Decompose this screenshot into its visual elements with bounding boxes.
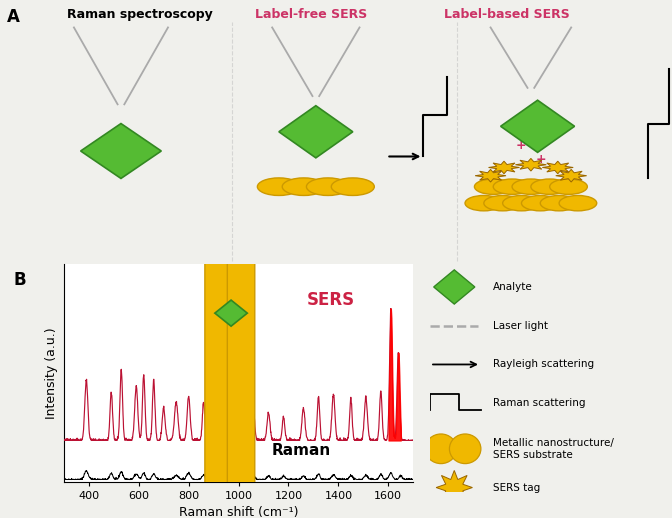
Text: +: + (224, 328, 238, 346)
Polygon shape (556, 169, 587, 182)
Text: Raman: Raman (271, 442, 331, 457)
Circle shape (550, 179, 587, 194)
Circle shape (474, 179, 512, 194)
Polygon shape (215, 300, 247, 326)
Text: Analyte: Analyte (493, 282, 533, 292)
Text: B: B (14, 271, 26, 289)
Circle shape (205, 0, 233, 518)
Circle shape (540, 195, 578, 211)
Polygon shape (501, 100, 575, 152)
Text: +: + (536, 153, 546, 166)
X-axis label: Raman shift (cm⁻¹): Raman shift (cm⁻¹) (179, 506, 298, 518)
Circle shape (450, 434, 481, 464)
Circle shape (559, 195, 597, 211)
Polygon shape (475, 169, 506, 182)
Polygon shape (542, 161, 573, 174)
Circle shape (282, 178, 325, 195)
Circle shape (493, 179, 531, 194)
Text: SERS tag: SERS tag (493, 483, 540, 493)
Polygon shape (489, 161, 519, 174)
Y-axis label: Intensity (a.u.): Intensity (a.u.) (45, 327, 58, 419)
Polygon shape (433, 270, 475, 304)
Circle shape (257, 178, 300, 195)
Text: Raman scattering: Raman scattering (493, 398, 585, 408)
Circle shape (306, 178, 349, 195)
Circle shape (521, 195, 559, 211)
Circle shape (531, 179, 569, 194)
Polygon shape (81, 124, 161, 178)
Circle shape (331, 178, 374, 195)
Text: Label-free SERS: Label-free SERS (255, 8, 368, 21)
Text: Raman spectroscopy: Raman spectroscopy (67, 8, 213, 21)
Text: Metallic nanostructure/
SERS substrate: Metallic nanostructure/ SERS substrate (493, 438, 614, 459)
Text: SERS: SERS (307, 291, 355, 309)
Circle shape (425, 434, 457, 464)
Polygon shape (279, 106, 353, 158)
Text: Label-based SERS: Label-based SERS (444, 8, 569, 21)
Circle shape (512, 179, 550, 194)
Circle shape (503, 195, 540, 211)
Circle shape (465, 195, 503, 211)
Text: Rayleigh scattering: Rayleigh scattering (493, 359, 594, 369)
Text: A: A (7, 8, 19, 26)
Polygon shape (436, 470, 472, 505)
Polygon shape (515, 159, 546, 171)
Circle shape (484, 195, 521, 211)
Text: +: + (515, 139, 526, 152)
Circle shape (227, 0, 255, 518)
Text: Laser light: Laser light (493, 321, 548, 330)
